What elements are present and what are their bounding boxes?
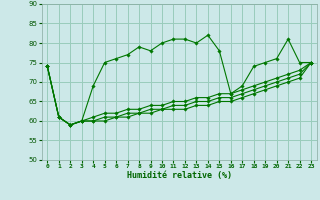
X-axis label: Humidité relative (%): Humidité relative (%) xyxy=(127,171,232,180)
